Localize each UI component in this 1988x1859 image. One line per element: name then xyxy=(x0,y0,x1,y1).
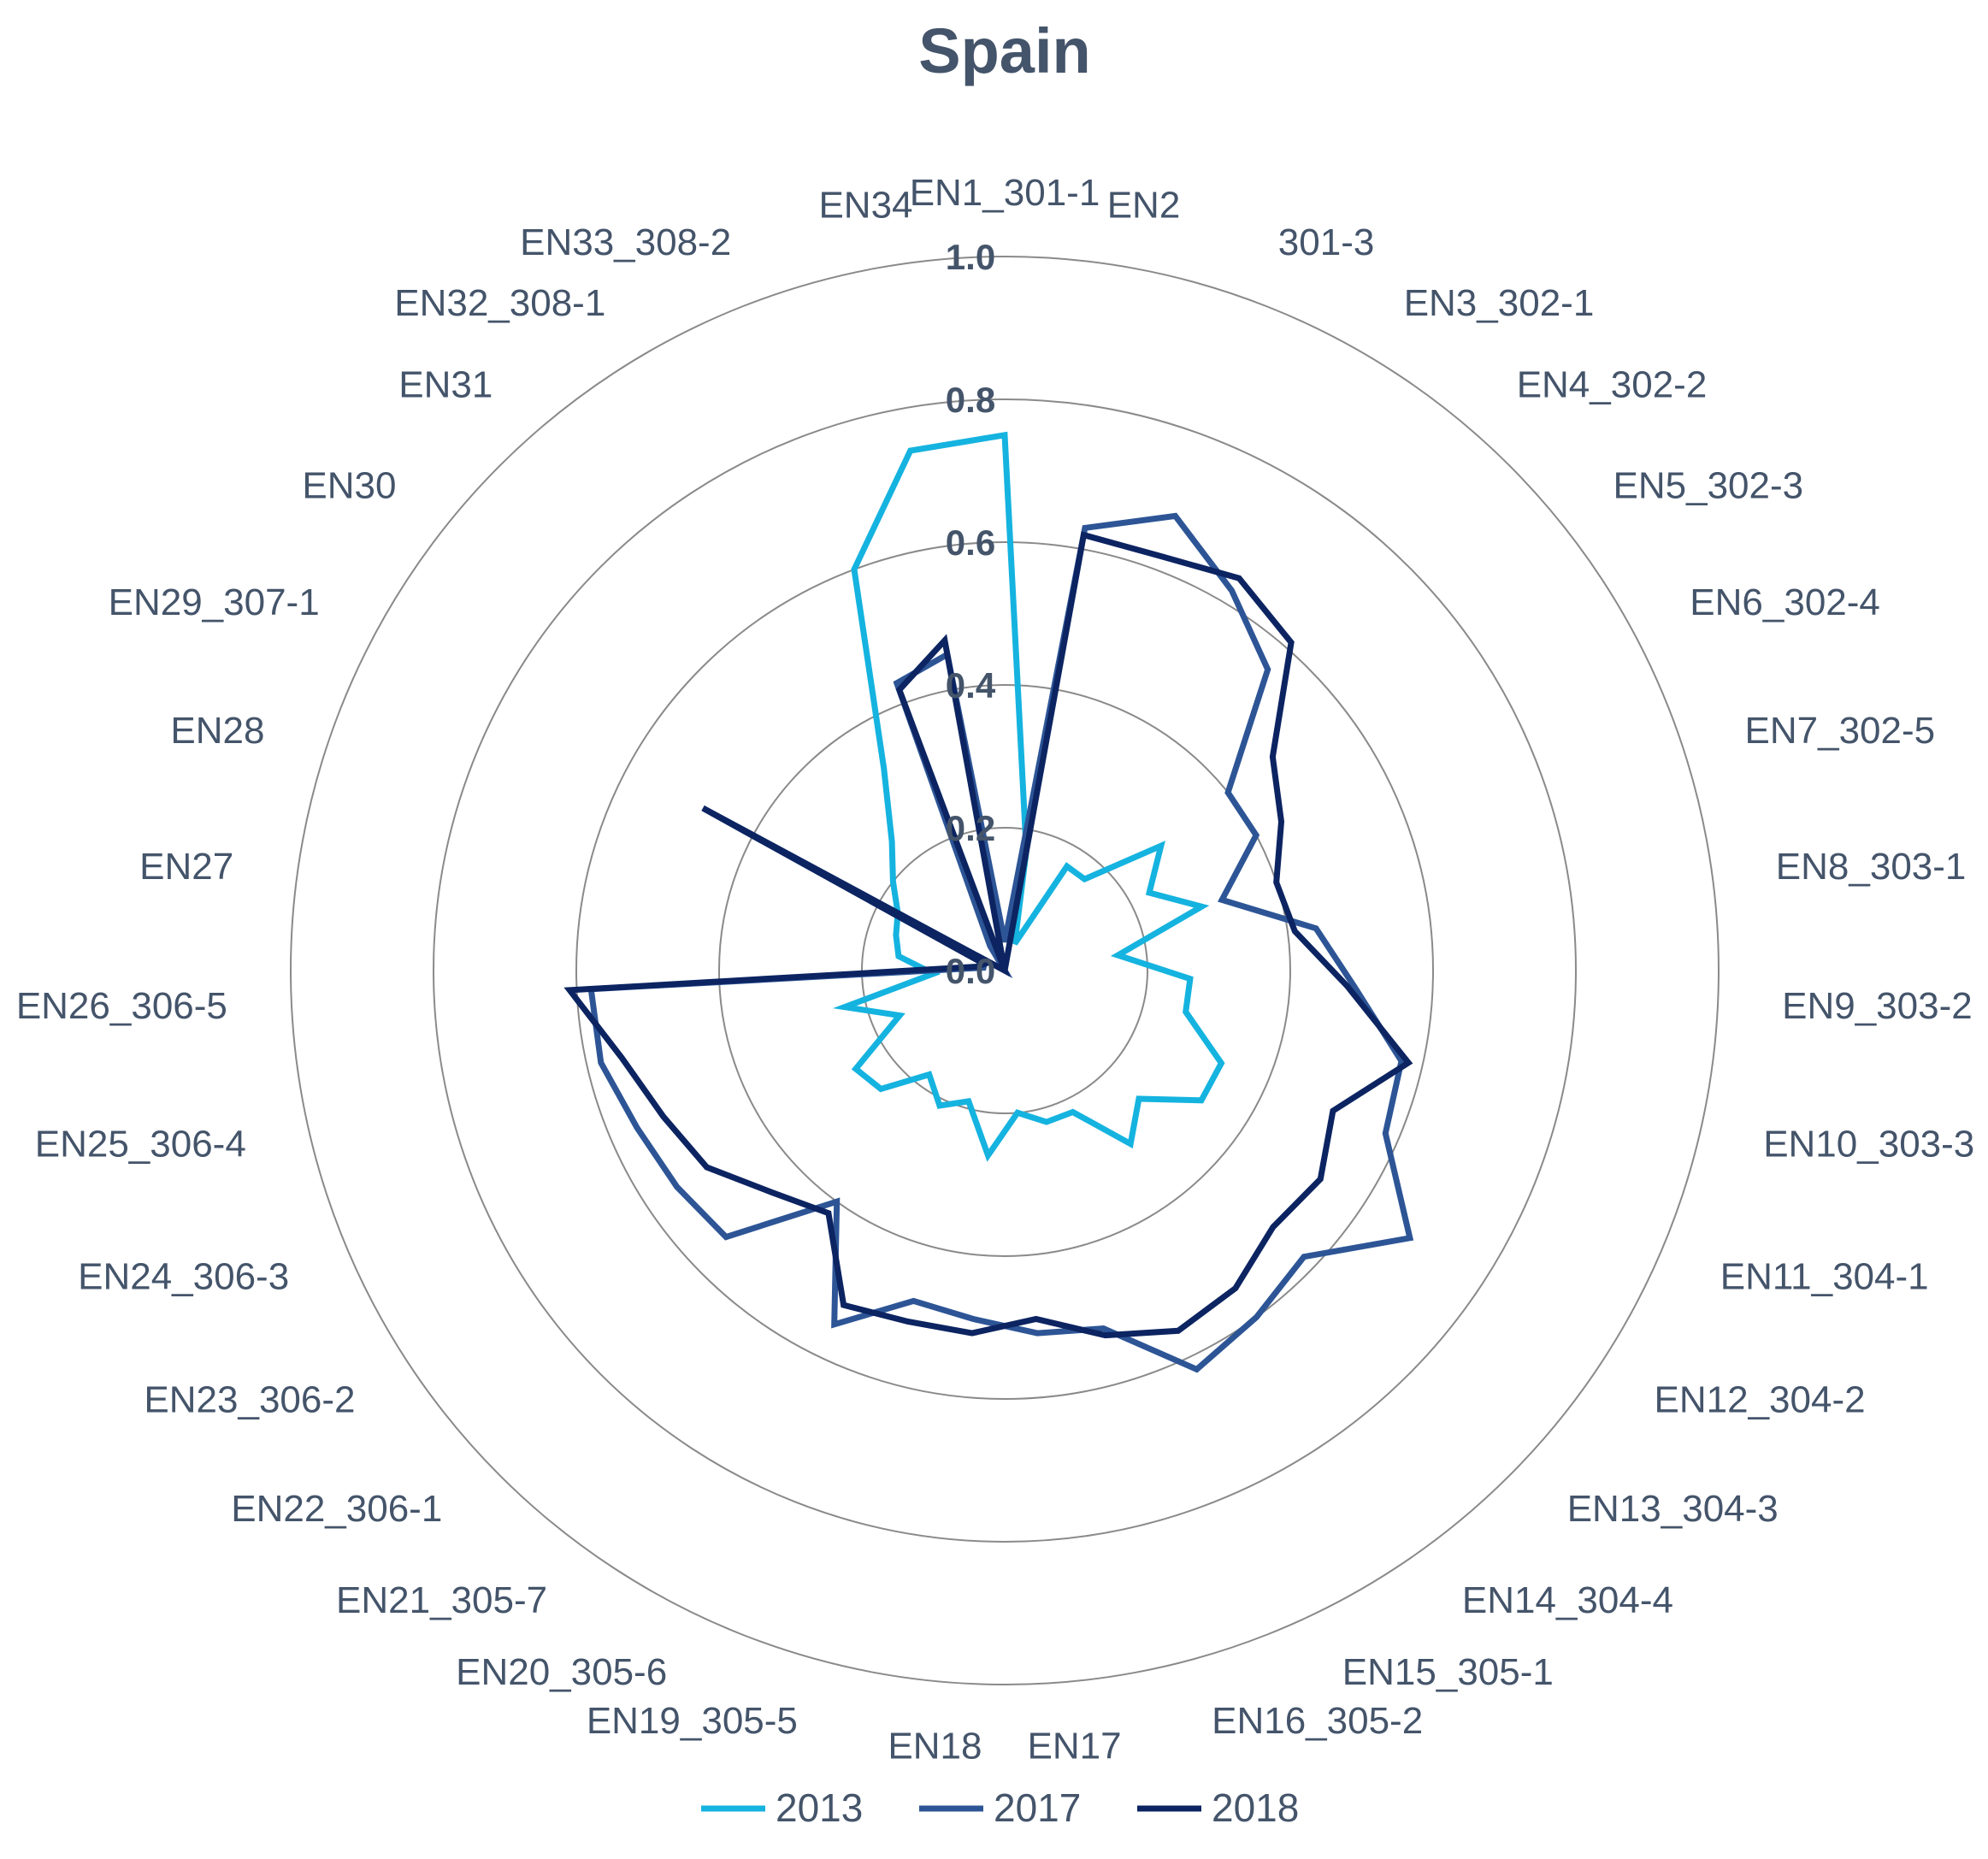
category-label: EN21_305-7 xyxy=(336,1579,547,1621)
category-label: EN17 xyxy=(1028,1725,1122,1767)
category-label: EN25_306-4 xyxy=(35,1124,246,1166)
category-label: EN5_302-3 xyxy=(1613,465,1804,507)
tick-label: 1.0 xyxy=(946,237,995,277)
series-layer xyxy=(563,431,1414,1373)
category-label: EN13_304-3 xyxy=(1567,1488,1779,1530)
category-label: EN18 xyxy=(888,1725,982,1767)
tick-label: 0.8 xyxy=(946,380,995,420)
grid-ring xyxy=(575,541,1434,1400)
category-label: EN14_304-4 xyxy=(1462,1579,1673,1621)
grid-ring xyxy=(290,256,1720,1685)
category-label: EN15_305-1 xyxy=(1342,1651,1554,1693)
category-label: EN33_308-2 xyxy=(520,221,731,263)
tick-label: 0.4 xyxy=(946,665,996,705)
category-label: EN22_306-1 xyxy=(231,1488,442,1530)
category-label: EN27 xyxy=(139,846,233,888)
category-label: EN31 xyxy=(398,364,493,406)
tick-label: 0.0 xyxy=(946,951,995,991)
legend-label: 2018 xyxy=(1212,1785,1299,1830)
category-label: EN34 xyxy=(818,185,912,227)
category-label: EN8_303-1 xyxy=(1776,846,1967,888)
legend: 2013 2017 2018 xyxy=(701,1785,1299,1830)
category-label: EN32_308-1 xyxy=(394,282,605,324)
tick-label: 0.2 xyxy=(946,808,995,848)
category-label: EN23_306-2 xyxy=(144,1378,355,1420)
category-label: 301-3 xyxy=(1278,221,1375,263)
category-label: EN6_302-4 xyxy=(1690,581,1880,623)
category-label: EN10_303-3 xyxy=(1763,1124,1974,1166)
grid-ring xyxy=(718,684,1291,1257)
category-label: EN26_306-5 xyxy=(16,985,227,1027)
tick-label: 0.6 xyxy=(946,522,995,563)
series-line-2018 xyxy=(563,531,1413,1339)
category-label: EN12_304-2 xyxy=(1655,1378,1866,1420)
radial-axis-ticks: 0.0 0.2 0.4 0.6 0.8 1.0 xyxy=(946,237,996,991)
category-label: EN20_305-6 xyxy=(456,1651,667,1693)
grid-ring xyxy=(433,398,1577,1543)
category-label: EN11_304-1 xyxy=(1720,1256,1929,1298)
category-label: EN2 xyxy=(1107,185,1181,227)
category-label: EN30 xyxy=(302,465,396,507)
category-label: EN19_305-5 xyxy=(587,1700,798,1742)
category-label: EN24_306-3 xyxy=(78,1256,289,1298)
category-label: EN1_301-1 xyxy=(910,172,1100,214)
category-label: EN7_302-5 xyxy=(1745,710,1936,752)
category-label: EN29_307-1 xyxy=(109,581,320,623)
chart-title: Spain xyxy=(918,15,1090,86)
category-label: EN9_303-2 xyxy=(1782,985,1973,1027)
category-labels: EN1_301-1 EN2 301-3 EN3_302-1 EN4_302-2 EN5_3… xyxy=(16,172,1974,1767)
category-label: EN4_302-2 xyxy=(1517,364,1708,406)
legend-label: 2013 xyxy=(776,1785,863,1830)
radial-grid xyxy=(290,256,1720,1685)
category-label: EN3_302-1 xyxy=(1404,282,1595,324)
series-line-2013 xyxy=(833,431,1225,1162)
category-label: EN28 xyxy=(170,710,264,752)
legend-label: 2017 xyxy=(994,1785,1081,1830)
category-label: EN16_305-2 xyxy=(1212,1700,1423,1742)
